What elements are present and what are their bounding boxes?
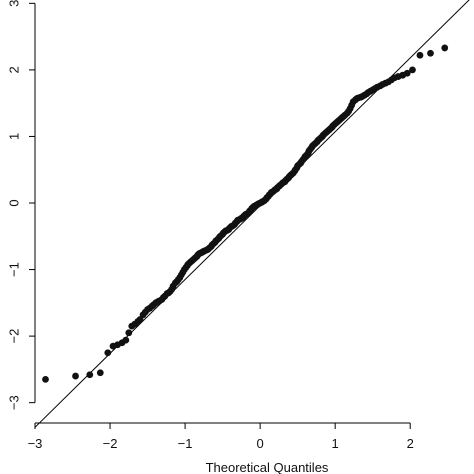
y-tick-label: 2	[7, 66, 22, 73]
reference-line-group	[34, 0, 470, 428]
x-tick-label: −3	[28, 436, 43, 451]
data-point	[72, 372, 79, 380]
x-axis-title: Theoretical Quantiles	[206, 460, 329, 474]
data-point	[122, 336, 130, 344]
y-tick-label: 1	[7, 133, 22, 140]
x-tick-label: 2	[407, 436, 414, 451]
x-tick-label: −2	[103, 436, 118, 451]
x-axis: −3 −2 −1 0 1 2	[28, 422, 414, 451]
data-point	[125, 329, 133, 337]
y-tick-label: 3	[7, 0, 22, 7]
y-tick-label: −1	[7, 262, 22, 277]
x-tick-label: 1	[332, 436, 339, 451]
y-tick-label: −2	[7, 329, 22, 344]
x-tick-label: 0	[257, 436, 264, 451]
data-point	[42, 375, 49, 383]
y-tick-label: −3	[7, 395, 22, 410]
data-point	[409, 66, 416, 74]
data-point	[96, 369, 104, 377]
y-axis: −3 −2 −1 0 1 2 3	[7, 0, 36, 410]
data-point	[416, 51, 424, 59]
reference-line	[34, 0, 470, 428]
data-point	[441, 44, 449, 52]
data-point	[86, 371, 94, 379]
data-points	[42, 44, 449, 383]
data-point	[427, 49, 434, 57]
x-tick-label: −1	[178, 436, 193, 451]
y-tick-label: 0	[7, 199, 22, 206]
data-point	[104, 349, 112, 357]
data-point	[403, 69, 411, 77]
